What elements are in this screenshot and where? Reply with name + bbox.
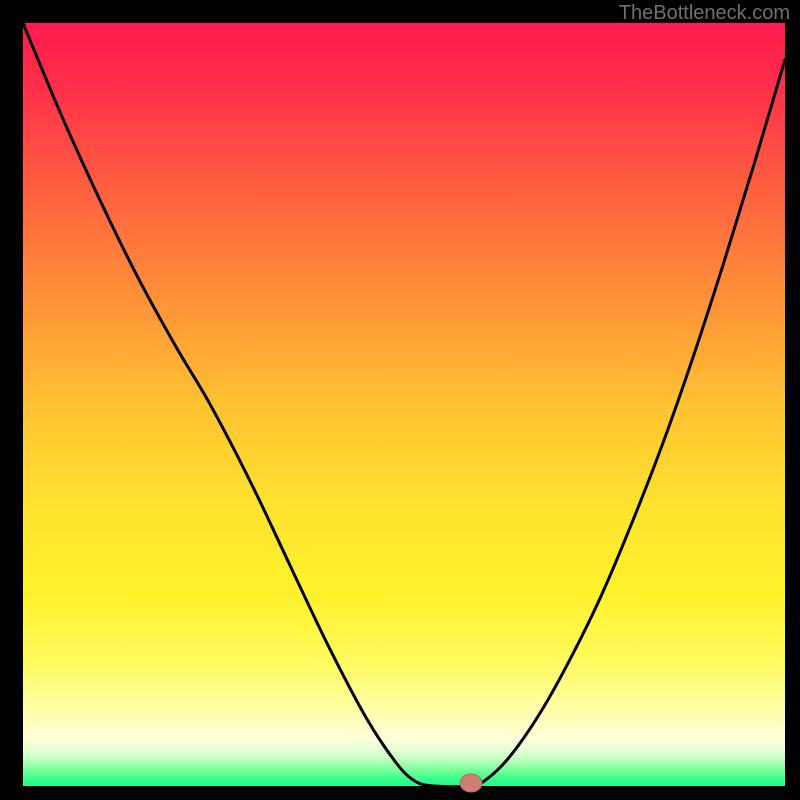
bottleneck-chart (23, 23, 785, 786)
optimal-point-marker (460, 774, 482, 792)
attribution-text: TheBottleneck.com (619, 2, 790, 25)
bottleneck-curve (23, 23, 785, 786)
